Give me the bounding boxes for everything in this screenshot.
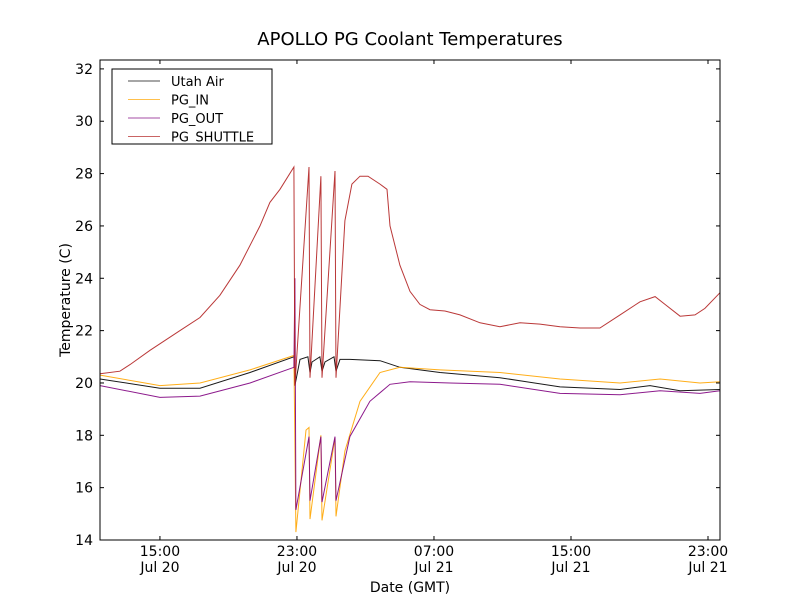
x-tick-label-date: Jul 21 [413, 560, 453, 576]
series-line-pg-shuttle [100, 165, 720, 386]
y-tick-label: 22 [75, 324, 93, 340]
series-line-pg-out [100, 278, 720, 510]
legend-label: PG_IN [171, 94, 209, 109]
x-axis-label: Date (GMT) [370, 580, 450, 596]
legend: Utah Air PG_IN PG_OUT PG_SHUTTLE [111, 68, 273, 146]
x-tick-label-date: Jul 20 [139, 560, 179, 576]
chart-title: APOLLO PG Coolant Temperatures [257, 29, 562, 50]
y-tick-label: 20 [75, 376, 93, 392]
y-tick-label: 18 [75, 428, 93, 444]
legend-label: PG_OUT [171, 112, 223, 127]
legend-label: PG_SHUTTLE [171, 131, 254, 146]
x-tick-label-date: Jul 20 [276, 560, 316, 576]
x-tick-label-time: 23:00 [688, 544, 728, 560]
axes-frame [99, 59, 721, 541]
x-tick-label-time: 07:00 [414, 544, 454, 560]
x-tick-label-date: Jul 21 [550, 560, 590, 576]
y-tick-label: 32 [75, 62, 93, 78]
x-tick-label-time: 23:00 [277, 544, 317, 560]
y-tick-label: 16 [75, 481, 93, 497]
y-tick-label: 26 [75, 219, 93, 235]
x-tick-label-time: 15:00 [551, 544, 591, 560]
plot-area [99, 59, 721, 541]
x-tick-label-date: Jul 21 [687, 560, 727, 576]
x-tick-label-time: 15:00 [140, 544, 180, 560]
y-axis-label: Temperature (C) [58, 243, 74, 358]
legend-label: Utah Air [171, 75, 224, 90]
y-tick-label: 30 [75, 114, 93, 130]
y-tick-label: 14 [75, 533, 93, 549]
y-tick-label: 28 [75, 167, 93, 183]
y-tick-label: 24 [75, 271, 93, 287]
